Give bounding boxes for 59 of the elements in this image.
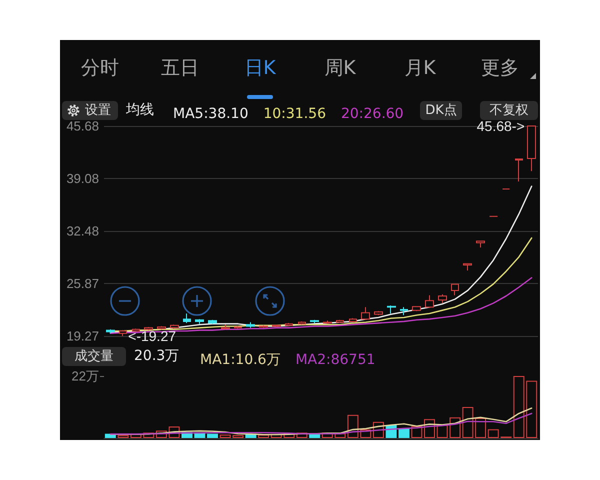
y-tick-label: 32.48 bbox=[66, 223, 99, 238]
candlestick bbox=[323, 320, 332, 324]
candlestick bbox=[132, 328, 140, 332]
adjust-button: 不复权 bbox=[480, 101, 538, 120]
text: MA5:38.10 bbox=[173, 106, 248, 122]
candlestick bbox=[195, 318, 204, 324]
bar bbox=[207, 434, 218, 438]
candlestick bbox=[515, 158, 523, 182]
candlestick bbox=[272, 324, 281, 328]
tab-label: 更多 bbox=[481, 57, 519, 79]
candlestick bbox=[144, 326, 153, 331]
candlestick bbox=[106, 328, 115, 334]
candlestick bbox=[234, 326, 242, 330]
candlestick bbox=[310, 319, 319, 324]
tab-label: 月K bbox=[404, 57, 436, 79]
text: MA1:10.6万 bbox=[200, 352, 280, 368]
bar bbox=[398, 428, 410, 438]
annotation: <-19.27 bbox=[128, 328, 176, 344]
candlestick bbox=[349, 318, 357, 323]
candlestick bbox=[336, 319, 344, 324]
volume-button: 成交量 bbox=[62, 347, 126, 366]
candlestick bbox=[183, 312, 191, 324]
settings-button: 设置 bbox=[62, 101, 118, 120]
candlestick bbox=[157, 326, 166, 330]
text: 20.3万 bbox=[134, 347, 180, 366]
candlestick bbox=[259, 324, 268, 328]
text: 20:26.60 bbox=[340, 106, 404, 122]
candlestick bbox=[425, 294, 434, 308]
dk-button: DK点 bbox=[420, 101, 462, 120]
tab-label: 日K bbox=[244, 57, 276, 79]
candlestick bbox=[463, 263, 472, 272]
y-tick-label: 45.68 bbox=[66, 118, 99, 134]
text: MA2:86751 bbox=[295, 352, 376, 368]
candlestick bbox=[221, 324, 230, 330]
candlestick bbox=[412, 306, 421, 312]
candlestick bbox=[527, 126, 536, 172]
candlestick bbox=[451, 284, 459, 296]
candlestick bbox=[208, 319, 217, 324]
annotation: 45.68-> bbox=[476, 118, 525, 134]
y-tick-label: 19.27 bbox=[66, 328, 99, 344]
candlestick bbox=[298, 320, 306, 326]
y-tick-label: 25.87 bbox=[66, 276, 99, 292]
y-tick-label: 22万 bbox=[72, 368, 99, 384]
text: 均线 bbox=[126, 101, 154, 120]
candlestick bbox=[361, 306, 370, 320]
tab-label: 周K bbox=[324, 57, 356, 79]
candlestick bbox=[246, 322, 255, 328]
text: 10:31.56 bbox=[263, 106, 326, 122]
candlestick bbox=[119, 330, 127, 336]
y-tick-label: 39.08 bbox=[66, 170, 99, 186]
candlestick bbox=[438, 294, 447, 304]
tab-label: 五日 bbox=[161, 57, 199, 79]
candlestick bbox=[387, 305, 396, 314]
candlestick bbox=[400, 306, 408, 316]
tab-label: 分时 bbox=[81, 57, 119, 79]
candlestick bbox=[170, 324, 179, 330]
candlestick bbox=[285, 322, 293, 327]
candlestick bbox=[476, 240, 485, 248]
candlestick bbox=[374, 310, 383, 316]
